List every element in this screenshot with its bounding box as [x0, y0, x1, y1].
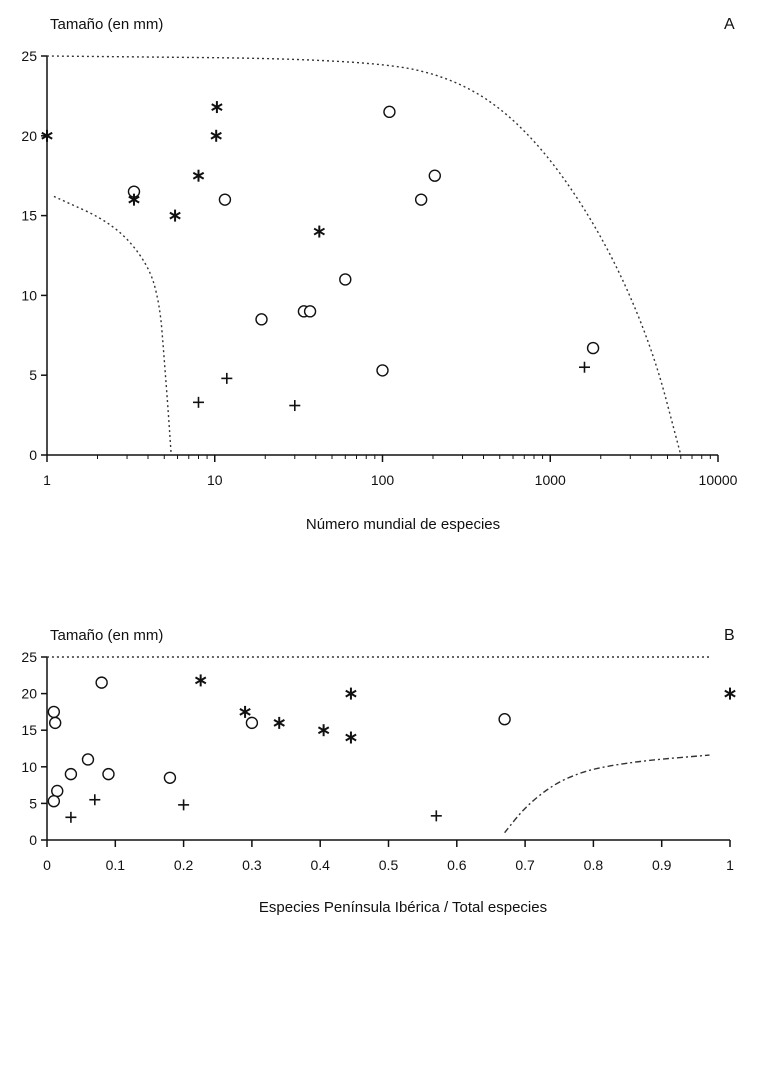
point-circle — [376, 364, 389, 377]
point-asterisk — [210, 129, 222, 142]
panel-a: 0 5 10 15 20 25 1 10 100 1000 10000 Tamaño (en mm) A… — [21, 16, 737, 533]
point-circle — [218, 193, 232, 206]
x-axis-title: Número mundial de especies — [306, 516, 500, 533]
point-plus — [578, 361, 590, 373]
x-tick-label: 1000 — [535, 472, 566, 488]
point-plus — [89, 794, 101, 806]
point-circle — [47, 705, 61, 719]
point-asterisk — [273, 716, 285, 729]
point-circle — [383, 105, 396, 119]
y-tick-label: 0 — [29, 832, 37, 848]
y-tick-label: 15 — [21, 208, 37, 224]
x-tick-label: 1 — [43, 472, 51, 488]
point-asterisk — [345, 687, 357, 700]
point-circle — [95, 676, 108, 689]
y-tick-label: 10 — [21, 759, 37, 775]
panel-letter: A — [724, 16, 735, 33]
x-tick-label: 0.4 — [310, 857, 330, 873]
point-asterisk — [239, 705, 251, 718]
point-asterisk — [317, 724, 330, 737]
x-tick-label: 0.7 — [515, 857, 535, 873]
point-circle — [47, 795, 61, 808]
x-tick-label: 0 — [43, 857, 51, 873]
y-tick-label: 5 — [29, 367, 37, 383]
point-asterisk — [41, 129, 53, 142]
point-asterisk — [194, 674, 207, 687]
point-circle — [414, 193, 428, 206]
x-tick-label: 0.1 — [106, 857, 126, 873]
y-tick-label: 15 — [21, 722, 37, 738]
point-asterisk — [345, 731, 357, 744]
x-tick-label: 0.3 — [242, 857, 262, 873]
x-tick-label: 0.9 — [652, 857, 672, 873]
x-tick-label: 10000 — [699, 472, 738, 488]
y-tick-label: 10 — [21, 287, 37, 303]
x-tick-label: 0.2 — [174, 857, 194, 873]
point-circle — [339, 273, 352, 286]
point-plus — [430, 810, 442, 822]
point-circle — [48, 716, 62, 730]
x-tick-label: 100 — [371, 472, 395, 488]
x-tick-label: 0.6 — [447, 857, 467, 873]
point-circle — [163, 771, 177, 784]
x-tick-label: 1 — [726, 857, 734, 873]
point-circle — [102, 767, 115, 781]
point-circle — [586, 341, 600, 355]
x-tick-label: 0.5 — [379, 857, 399, 873]
point-circle — [51, 784, 64, 798]
point-asterisk — [192, 169, 205, 182]
point-circle — [255, 313, 268, 326]
point-circle — [498, 713, 511, 726]
point-asterisk — [128, 193, 140, 206]
y-tick-label: 0 — [29, 447, 37, 463]
x-axis-title: Especies Península Ibérica / Total espec… — [259, 899, 547, 916]
y-tick-label: 25 — [21, 649, 37, 665]
point-asterisk — [211, 101, 223, 114]
point-plus — [65, 811, 77, 823]
point-plus — [178, 799, 190, 811]
y-tick-label: 5 — [29, 795, 37, 811]
boundary-curve — [53, 195, 172, 456]
point-circle — [81, 753, 95, 766]
y-axis-title: Tamaño (en mm) — [50, 627, 163, 644]
x-tick-label: 0.8 — [584, 857, 604, 873]
point-plus — [289, 400, 301, 412]
x-tick-label: 10 — [207, 472, 223, 488]
point-asterisk — [169, 209, 181, 222]
y-tick-label: 20 — [21, 128, 37, 144]
point-circle — [245, 716, 259, 730]
panel-letter: B — [724, 627, 735, 644]
point-circle — [303, 305, 317, 318]
boundary-curve — [504, 754, 710, 834]
panel-b: 0 5 10 15 20 25 0 0.1 0.2 0.3 0.4 0.5 0.6 0.7 0.8 0.9 1 T… — [21, 627, 736, 916]
point-circle — [64, 767, 78, 781]
y-tick-label: 20 — [21, 686, 37, 702]
point-plus — [192, 396, 204, 408]
point-circle — [428, 169, 441, 182]
point-asterisk — [724, 687, 736, 700]
y-tick-label: 25 — [21, 48, 37, 64]
boundary-curve — [46, 55, 682, 456]
y-axis-title: Tamaño (en mm) — [50, 16, 163, 33]
point-asterisk — [313, 225, 325, 238]
point-plus — [221, 372, 233, 384]
